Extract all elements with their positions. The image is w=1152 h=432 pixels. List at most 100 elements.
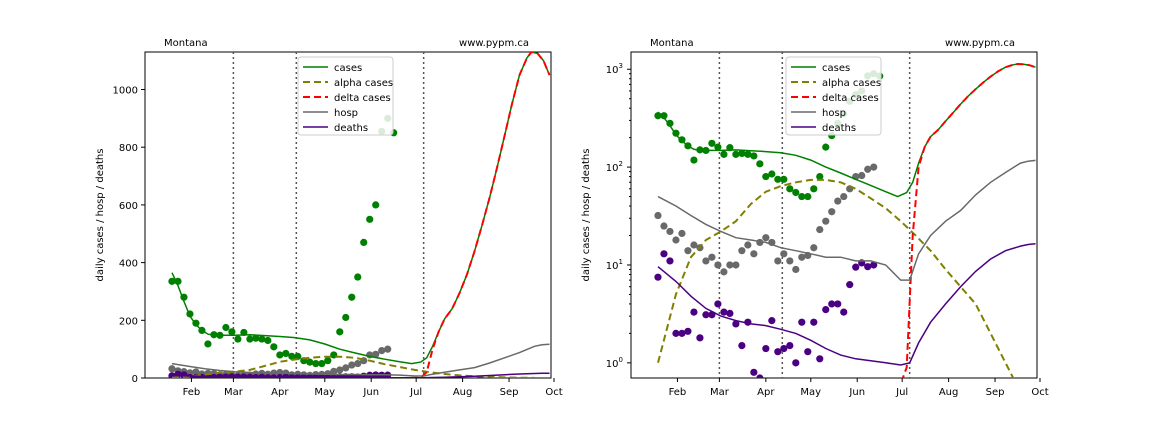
legend-entry: delta cases (822, 93, 879, 104)
legend-entry: cases (822, 63, 850, 74)
deaths-point (792, 359, 800, 367)
cases-point (750, 152, 758, 160)
deaths-point (816, 355, 824, 363)
legend-entry: deaths (334, 123, 368, 134)
y-tick-label: 400 (119, 259, 138, 270)
deaths-point (870, 261, 878, 269)
hosp-point (798, 253, 806, 261)
hosp-point (780, 250, 788, 258)
panel-title-right: www.pypm.ca (459, 38, 529, 49)
y-axis-label: daily cases / hosp / deaths (581, 149, 592, 282)
hosp-point (336, 366, 344, 374)
hosp-point (354, 359, 362, 368)
cases-point (276, 351, 284, 359)
cases-point (306, 358, 314, 366)
cases-point (246, 335, 254, 343)
hosp-point (672, 236, 680, 244)
hosp-line (171, 343, 550, 377)
cases-point (792, 188, 800, 197)
deaths-point (846, 281, 854, 289)
hosp-point (666, 227, 674, 236)
cases-point (318, 359, 326, 368)
x-tick-label: Oct (1031, 387, 1048, 398)
x-tick-label: May (800, 387, 821, 398)
deaths-point (702, 311, 710, 319)
deaths-point (864, 263, 872, 271)
cases-point (690, 156, 698, 164)
cases-point (336, 328, 344, 336)
deaths-point (672, 329, 680, 337)
hosp-point (690, 241, 698, 249)
delta-cases-line (901, 62, 1036, 378)
y-tick-label: 103 (606, 62, 623, 76)
hosp-point (702, 257, 710, 265)
deaths-point (828, 300, 836, 308)
x-tick-label: Oct (545, 387, 562, 398)
cases-point (666, 119, 674, 127)
x-tick-label: May (314, 387, 335, 398)
cases-point (354, 273, 362, 281)
y-tick-label: 800 (119, 143, 138, 154)
cases-point (168, 277, 176, 285)
hosp-point (864, 165, 872, 173)
cases-point (288, 352, 296, 360)
y-tick-label: 101 (606, 258, 623, 272)
cases-point (810, 185, 818, 193)
hosp-point (822, 217, 830, 225)
plot-area (168, 52, 551, 378)
deaths-point (750, 368, 758, 376)
hosp-line (657, 159, 1036, 281)
cases-point (234, 335, 242, 343)
hosp-point (834, 197, 842, 205)
cases-point (252, 334, 260, 342)
deaths-point (660, 250, 668, 258)
cases-point (744, 150, 752, 158)
cases-point (720, 150, 728, 158)
deaths-point (798, 318, 806, 326)
legend-entry: alpha cases (822, 78, 881, 89)
x-tick-label: Apr (271, 387, 289, 398)
deaths-point (714, 300, 722, 308)
deaths-point (774, 348, 782, 356)
y-tick-label: 200 (119, 316, 138, 327)
cases-point (366, 215, 374, 223)
deaths-point (810, 318, 818, 326)
chart-panel-2: Feb Mar Apr May Jun Jul Aug Sep Oct 100 101 102 103 d… (581, 38, 1049, 398)
cases-point (708, 139, 716, 147)
cases-line (171, 52, 551, 365)
hosp-point (372, 350, 380, 358)
hosp-point (840, 192, 848, 201)
legend-entry: hosp (334, 108, 358, 119)
deaths-point (786, 342, 794, 350)
x-tick-label: Sep (500, 387, 519, 398)
deaths-point (678, 329, 686, 337)
y-tick-label: 100 (606, 356, 623, 370)
hosp-point (816, 225, 824, 234)
deaths-point (726, 309, 734, 318)
cases-point (774, 175, 782, 183)
x-tick-label: Apr (757, 387, 775, 398)
panel-title-left: Montana (650, 38, 694, 49)
chart-panel-1: Feb Mar Apr May Jun Jul Aug Sep Oct 0 200 400 600 800… (95, 38, 563, 398)
x-tick-label: Feb (183, 387, 201, 398)
cases-point (264, 336, 272, 345)
hosp-point (654, 211, 662, 220)
deaths-point (666, 257, 674, 265)
deaths-point (852, 263, 860, 271)
x-tick-label: Jul (895, 387, 908, 398)
hosp-point (708, 253, 716, 261)
panel-title-left: Montana (164, 38, 208, 49)
x-tick-label: Jul (409, 387, 422, 398)
hosp-point (726, 261, 734, 269)
deaths-line (171, 372, 550, 378)
hosp-point (378, 346, 386, 355)
legend-box (297, 56, 394, 136)
cases-point (258, 335, 266, 343)
hosp-point (330, 367, 338, 375)
hosp-point (714, 261, 722, 269)
cases-point (714, 143, 722, 151)
deaths-point (780, 344, 788, 353)
deaths-point (684, 327, 692, 335)
x-tick-label: Aug (453, 387, 473, 398)
x-tick-label: Jun (848, 387, 865, 398)
